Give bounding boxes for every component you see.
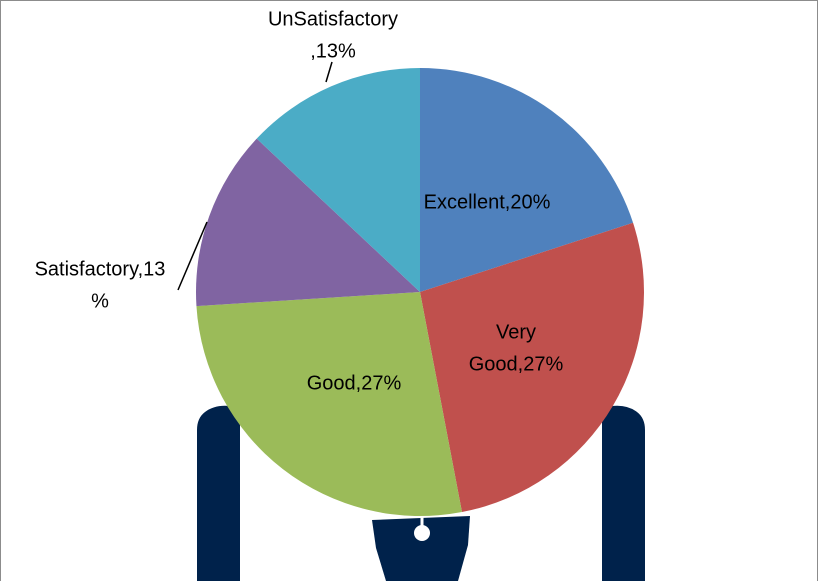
center-base [372, 516, 470, 581]
left-leg [197, 405, 240, 581]
labels: Excellent,20% Very Good,27% Good,27% Satisfa… [35, 8, 564, 394]
pie-slice [420, 222, 644, 513]
pie-slice [196, 138, 420, 307]
data-label: Good,27% [307, 372, 402, 394]
data-label: Satisfactory,13 [35, 258, 166, 280]
base-knob [414, 525, 430, 541]
data-label: % [91, 290, 109, 312]
background-figure [197, 405, 645, 581]
data-label: Excellent,20% [424, 191, 551, 213]
pie-slice [420, 68, 634, 292]
data-label: ,13% [310, 40, 356, 62]
leader-line [325, 61, 333, 83]
pie-slice [196, 292, 462, 516]
data-label: UnSatisfactory [268, 8, 398, 30]
pie [196, 68, 644, 516]
right-leg [602, 405, 645, 581]
leader-line [177, 221, 208, 291]
data-label: Very [496, 321, 536, 343]
pie-slice [256, 68, 420, 292]
data-label: Good,27% [469, 353, 564, 375]
